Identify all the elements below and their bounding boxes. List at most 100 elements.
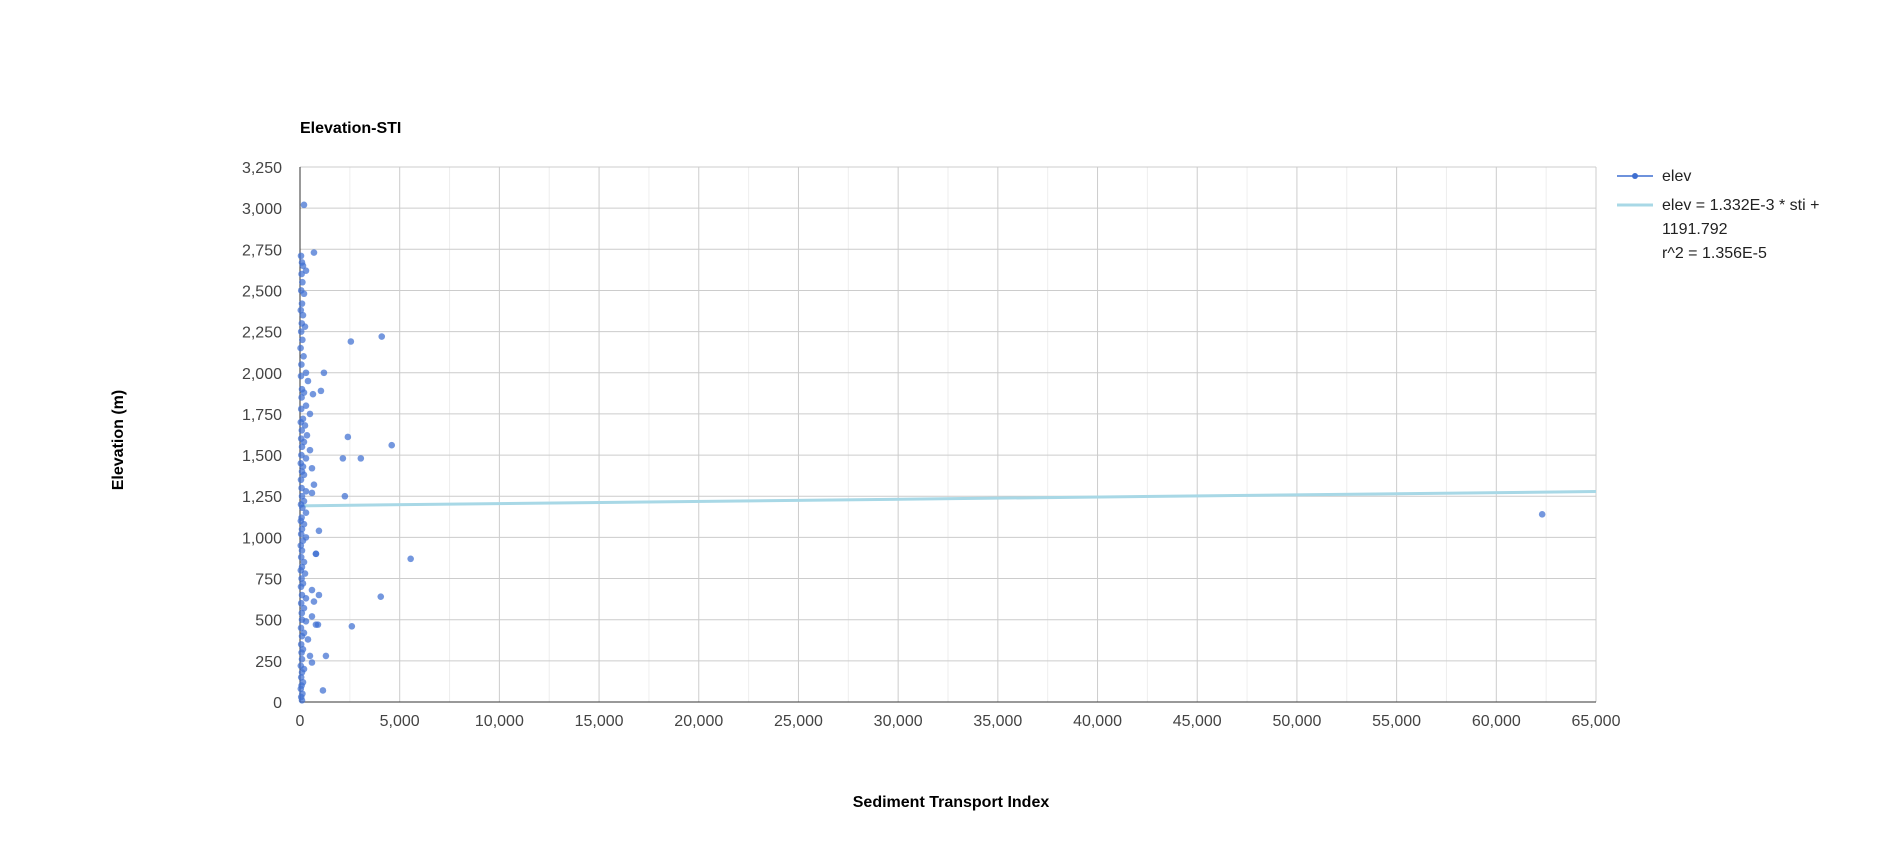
data-point (298, 300, 306, 307)
data-point (298, 443, 306, 451)
data-point (1538, 511, 1546, 518)
data-point (298, 632, 306, 640)
data-point (308, 489, 316, 497)
data-point (304, 377, 312, 385)
data-point (297, 583, 305, 591)
data-point (301, 570, 309, 577)
data-point (298, 492, 306, 500)
data-point (298, 451, 305, 459)
data-point (302, 455, 310, 462)
data-point (302, 369, 310, 377)
data-point (306, 652, 314, 660)
x-tick-label: 30,000 (874, 713, 923, 730)
data-point (297, 252, 305, 260)
x-tick-labels: 0 5,000 10,000 15,000 20,000 25,000 30,000 35,0… (296, 713, 1621, 730)
data-point (300, 389, 308, 396)
data-point (348, 622, 356, 630)
data-point (315, 527, 323, 535)
chart-title: Elevation-STI (300, 120, 401, 137)
legend-trendline-equation: elev = 1.332E-3 * sti + (1662, 197, 1819, 214)
data-point (302, 402, 310, 409)
data-point (300, 353, 307, 360)
y-tick-label: 3,250 (242, 160, 282, 177)
data-point (299, 311, 307, 319)
y-tick-label: 2,750 (242, 242, 282, 259)
data-point (299, 278, 306, 286)
data-point (304, 636, 312, 643)
data-point (310, 598, 318, 605)
data-point (297, 328, 305, 335)
y-tick-label: 1,000 (242, 530, 282, 547)
data-point (297, 624, 305, 632)
legend-trendline-intercept: 1191.792 (1662, 221, 1728, 238)
data-point (341, 492, 349, 500)
x-tick-label: 50,000 (1272, 713, 1321, 730)
data-point (300, 290, 308, 298)
data-point (300, 604, 308, 612)
y-tick-labels: 0 250 500 750 1,000 1,250 1,500 1,750 2,000 2,250… (242, 160, 282, 712)
y-axis-title: Elevation (m) (110, 390, 127, 490)
x-tick-label: 15,000 (575, 713, 624, 730)
legend-trendline-r2: r^2 = 1.356E-5 (1662, 245, 1767, 262)
data-point (315, 591, 323, 599)
data-point (297, 372, 305, 380)
x-axis-title: Sediment Transport Index (853, 794, 1050, 811)
x-tick-label: 5,000 (380, 713, 420, 730)
data-points (297, 201, 1546, 704)
x-tick-label: 10,000 (475, 713, 524, 730)
data-point (308, 586, 316, 594)
data-point (308, 464, 316, 472)
data-point (322, 652, 330, 660)
data-point (297, 542, 305, 549)
data-point (388, 441, 396, 449)
x-tick-label: 55,000 (1372, 713, 1421, 730)
data-point (297, 553, 305, 561)
data-point (306, 446, 314, 454)
y-tick-label: 1,250 (242, 489, 282, 506)
data-point (299, 537, 307, 544)
y-tick-label: 750 (255, 572, 282, 589)
data-point (299, 504, 306, 512)
data-point (319, 687, 327, 694)
data-point (310, 481, 318, 489)
data-point (298, 394, 305, 401)
data-point (308, 613, 316, 620)
data-point (300, 438, 308, 446)
y-tick-label: 250 (255, 654, 282, 671)
x-tick-label: 0 (296, 713, 305, 730)
data-point (297, 530, 305, 538)
data-point (302, 594, 310, 602)
x-tick-label: 40,000 (1073, 713, 1122, 730)
data-point (357, 455, 365, 462)
data-point (301, 323, 309, 330)
y-tick-label: 2,000 (242, 366, 282, 383)
data-point (298, 270, 305, 278)
data-point (317, 387, 325, 395)
data-point (297, 405, 305, 413)
data-point (299, 262, 307, 270)
data-point (300, 471, 308, 479)
legend-elev-marker-swatch (1632, 173, 1638, 179)
data-point (320, 369, 328, 377)
data-point (310, 249, 318, 256)
data-point (302, 509, 310, 516)
data-point (298, 609, 306, 617)
data-point (298, 525, 306, 533)
data-point (297, 476, 305, 484)
x-tick-label: 65,000 (1572, 713, 1621, 730)
data-point (312, 621, 320, 628)
data-point (308, 659, 316, 666)
data-point (297, 306, 305, 314)
x-tick-label: 20,000 (674, 713, 723, 730)
legend: elev elev = 1.332E-3 * sti + 1191.792 r^… (1617, 168, 1819, 262)
trendline (299, 490, 1597, 508)
chart-grid (300, 166, 1597, 702)
data-point (339, 455, 347, 462)
data-point (298, 655, 306, 663)
legend-elev-label: elev (1662, 168, 1691, 185)
data-point (300, 558, 308, 566)
y-tick-label: 500 (255, 613, 282, 630)
y-tick-label: 1,500 (242, 448, 282, 465)
y-tick-label: 3,000 (242, 201, 282, 218)
